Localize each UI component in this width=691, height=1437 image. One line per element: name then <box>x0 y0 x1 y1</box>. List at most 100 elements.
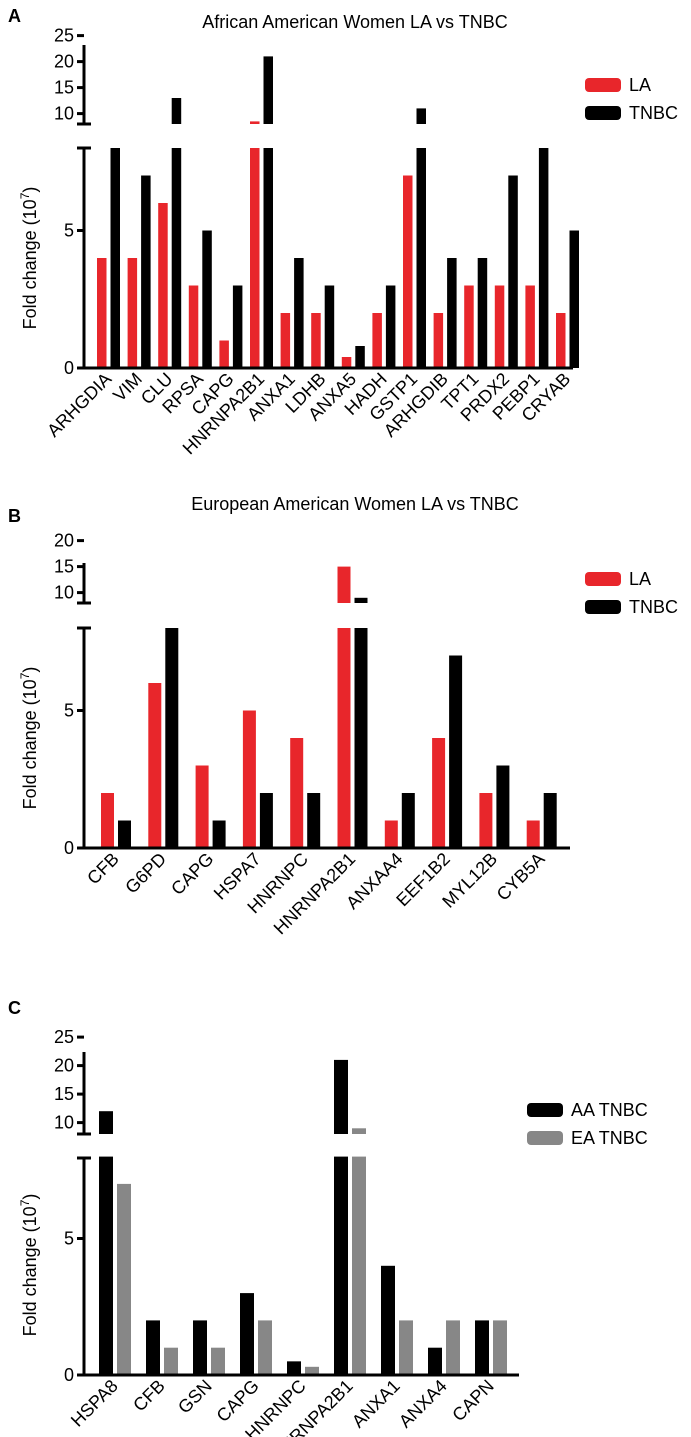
bar-capg-la <box>219 340 229 368</box>
bar-prdx2-la <box>494 285 505 368</box>
legend-label-tnbc: TNBC <box>629 103 678 123</box>
bar-capn-aa-tnbc <box>475 1320 489 1375</box>
bar-hspa8-ea-tnbc <box>117 1183 131 1375</box>
panel-a: A African American Women LA vs TNBC Fold c… <box>8 6 678 458</box>
chart-title: African American Women LA vs TNBC <box>202 12 507 32</box>
y-tick-label: 0 <box>64 358 74 378</box>
y-tick-label: 15 <box>54 557 74 577</box>
y-axis-label: Fold change (107) <box>18 1194 40 1337</box>
category-label: CFB <box>83 849 123 889</box>
bar-anxa5-la <box>341 357 352 368</box>
bar-hnrnpa2b1-ea-tnbc <box>352 1156 366 1375</box>
bar-anxaa4-tnbc <box>401 793 415 848</box>
legend-swatch-la <box>585 78 621 92</box>
category-label: CYB5A <box>493 849 549 905</box>
bar-capg-ea-tnbc <box>258 1320 272 1375</box>
legend-label-la: LA <box>629 569 651 589</box>
y-tick-label: 15 <box>54 1084 74 1104</box>
bar-myl12b-la <box>479 793 493 848</box>
bar-upper-gstp1-tnbc <box>416 108 426 124</box>
chart-title: European American Women LA vs TNBC <box>191 494 519 514</box>
bar-gsn-ea-tnbc <box>211 1347 225 1375</box>
y-tick-label: 5 <box>64 1229 74 1249</box>
category-label: G6PD <box>121 849 170 898</box>
bar-gstp1-la <box>403 175 413 368</box>
bar-upper-hspa8-aa-tnbc <box>99 1111 113 1134</box>
y-tick-label: 20 <box>54 52 74 72</box>
bar-tpt1-tnbc <box>477 258 488 368</box>
y-tick-label: 15 <box>54 78 74 98</box>
bar-rpsa-la <box>188 285 199 368</box>
bar-cryab-la <box>556 313 566 368</box>
bar-tpt1-la <box>464 285 474 368</box>
panel-b: B European American Women LA vs TNBC Fold … <box>8 494 678 938</box>
bar-anxa4-ea-tnbc <box>446 1320 460 1375</box>
bar-hnrnpa2b1-aa-tnbc <box>334 1156 348 1375</box>
bar-hadh-tnbc <box>385 285 396 368</box>
bar-upper-hnrnpa2b1-la <box>337 566 351 603</box>
bar-g6pd-tnbc <box>165 628 179 848</box>
bar-vim-la <box>127 258 138 368</box>
bar-hnrnpa2b1-tnbc <box>263 148 273 368</box>
bar-arhgdia-la <box>97 258 107 368</box>
bar-cfb-la <box>101 793 114 848</box>
y-tick-label: 10 <box>54 1113 74 1133</box>
bar-prdx2-tnbc <box>508 175 518 368</box>
legend-label-aa-tnbc: AA TNBC <box>571 1100 648 1120</box>
bar-pebp1-tnbc <box>538 148 549 368</box>
bar-capg-aa-tnbc <box>240 1293 254 1375</box>
bar-anxa1-aa-tnbc <box>381 1265 395 1375</box>
bar-capg-tnbc <box>232 285 243 368</box>
bar-hadh-la <box>372 313 382 368</box>
legend-swatch-ea-tnbc <box>527 1131 563 1145</box>
category-label: HSPA8 <box>67 1376 122 1431</box>
bar-upper-hnrnpa2b1-tnbc <box>263 56 273 124</box>
panel-letter: C <box>8 998 21 1018</box>
bar-upper-hnrnpa2b1-ea-tnbc <box>352 1128 366 1134</box>
category-label: ARHGDIA <box>43 369 115 441</box>
bar-g6pd-la <box>148 683 162 848</box>
bar-vim-tnbc <box>141 175 151 368</box>
bar-capn-ea-tnbc <box>493 1320 507 1375</box>
y-tick-label: 10 <box>54 104 74 124</box>
bar-anxa5-tnbc <box>355 346 365 368</box>
bar-hnrnpc-tnbc <box>307 793 321 848</box>
bar-gstp1-tnbc <box>416 148 426 368</box>
bar-cyb5a-tnbc <box>543 793 557 848</box>
bar-gsn-aa-tnbc <box>193 1320 207 1375</box>
bar-hnrnpc-la <box>290 738 304 848</box>
bar-hnrnpa2b1-la <box>250 148 260 368</box>
y-tick-label: 5 <box>64 221 74 241</box>
category-label: CAPN <box>448 1376 498 1426</box>
y-tick-label: 5 <box>64 701 74 721</box>
y-tick-label: 20 <box>54 531 74 551</box>
y-tick-label: 0 <box>64 838 74 858</box>
legend-label-ea-tnbc: EA TNBC <box>571 1128 648 1148</box>
bar-ldhb-tnbc <box>324 285 335 368</box>
bar-arhgdib-tnbc <box>447 258 457 368</box>
legend-swatch-tnbc <box>585 106 621 120</box>
bar-anxa1-tnbc <box>294 258 304 368</box>
bar-ldhb-la <box>311 313 321 368</box>
bar-upper-hnrnpa2b1-tnbc <box>354 597 368 603</box>
bar-upper-hnrnpa2b1-la <box>250 121 260 124</box>
y-axis-label: Fold change (107) <box>18 667 40 810</box>
bar-capg-la <box>195 765 209 848</box>
bar-arhgdia-tnbc <box>110 148 120 368</box>
y-tick-label: 0 <box>64 1365 74 1385</box>
category-label: CAPG <box>167 849 217 899</box>
bar-anxa4-aa-tnbc <box>428 1347 442 1375</box>
bar-clu-la <box>158 203 168 368</box>
bar-anxa1-la <box>280 313 291 368</box>
bar-cfb-tnbc <box>118 820 131 848</box>
legend-swatch-tnbc <box>585 600 621 614</box>
bar-hnrnpa2b1-la <box>337 628 351 848</box>
bar-hspa7-tnbc <box>259 793 273 848</box>
bar-hnrnpc-aa-tnbc <box>287 1361 301 1375</box>
category-label: ANXA4 <box>395 1376 451 1432</box>
y-axis-label: Fold change (107) <box>18 187 40 330</box>
bar-cfb-ea-tnbc <box>164 1347 178 1375</box>
y-tick-label: 10 <box>54 583 74 603</box>
bar-hnrnpc-ea-tnbc <box>305 1366 319 1375</box>
